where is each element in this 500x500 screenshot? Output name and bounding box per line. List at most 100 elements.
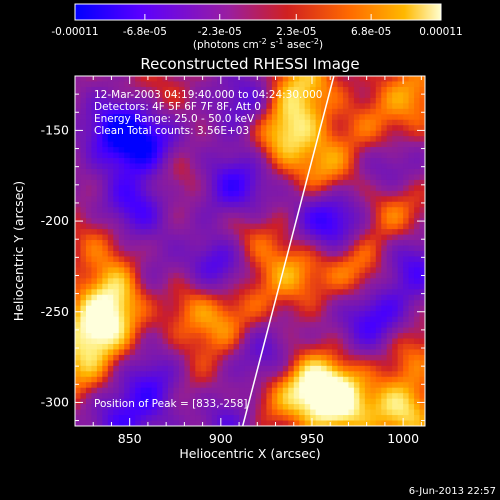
heatmap-cell bbox=[321, 333, 328, 340]
heatmap-cell bbox=[195, 114, 202, 121]
heatmap-cell bbox=[397, 163, 404, 170]
heatmap-cell bbox=[211, 360, 218, 367]
heatmap-cell bbox=[337, 251, 344, 258]
heatmap-cell bbox=[189, 223, 196, 230]
heatmap-cell bbox=[75, 240, 82, 247]
heatmap-cell bbox=[271, 283, 278, 290]
heatmap-cell bbox=[96, 365, 103, 372]
heatmap-cell bbox=[118, 343, 125, 351]
heatmap-cell bbox=[332, 382, 339, 389]
heatmap-cell bbox=[266, 415, 273, 422]
heatmap-cell bbox=[151, 108, 158, 115]
heatmap-cell bbox=[397, 234, 404, 241]
heatmap-cell bbox=[392, 147, 399, 154]
heatmap-cell bbox=[266, 141, 273, 148]
heatmap-cell bbox=[124, 119, 131, 126]
heatmap-cell bbox=[184, 245, 191, 252]
heatmap-cell bbox=[277, 201, 284, 208]
heatmap-cell bbox=[129, 272, 136, 279]
heatmap-cell bbox=[260, 152, 268, 159]
heatmap-cell bbox=[146, 311, 153, 318]
heatmap-cell bbox=[310, 76, 317, 83]
heatmap-cell bbox=[173, 283, 180, 290]
heatmap-cell bbox=[244, 130, 251, 137]
y-tick-label: -250 bbox=[41, 304, 69, 319]
heatmap-cell bbox=[397, 81, 404, 88]
heatmap-cell bbox=[157, 223, 164, 230]
heatmap-cell bbox=[173, 86, 180, 94]
heatmap-cell bbox=[91, 300, 98, 307]
heatmap-cell bbox=[310, 283, 317, 290]
heatmap-cell bbox=[337, 119, 344, 126]
heatmap-cell bbox=[178, 158, 185, 165]
heatmap-cell bbox=[293, 349, 300, 356]
heatmap-cell bbox=[310, 130, 317, 137]
heatmap-cell bbox=[288, 393, 295, 400]
heatmap-cell bbox=[178, 371, 185, 378]
heatmap-cell bbox=[113, 218, 120, 225]
heatmap-cell bbox=[348, 212, 355, 219]
heatmap-cell bbox=[206, 190, 213, 197]
heatmap-cell bbox=[375, 382, 382, 389]
heatmap-cell bbox=[277, 393, 284, 400]
heatmap-cell bbox=[321, 223, 328, 230]
heatmap-cell bbox=[140, 267, 147, 274]
heatmap-cell bbox=[244, 119, 251, 126]
heatmap-cell bbox=[200, 152, 207, 159]
heatmap-cell bbox=[392, 371, 399, 378]
heatmap-cell bbox=[85, 92, 93, 99]
heatmap-cell bbox=[326, 333, 333, 340]
heatmap-cell bbox=[75, 382, 82, 389]
heatmap-cell bbox=[288, 168, 295, 176]
heatmap-cell bbox=[326, 343, 333, 351]
heatmap-cell bbox=[342, 294, 350, 301]
heatmap-cell bbox=[195, 267, 202, 274]
heatmap-cell bbox=[370, 136, 377, 143]
heatmap-cell bbox=[146, 420, 153, 426]
heatmap-cell bbox=[173, 267, 180, 274]
heatmap-cell bbox=[233, 289, 240, 296]
heatmap-cell bbox=[102, 130, 109, 137]
heatmap-cell bbox=[381, 245, 388, 252]
heatmap-cell bbox=[403, 185, 410, 192]
heatmap-cell bbox=[75, 119, 82, 126]
heatmap-cell bbox=[419, 333, 425, 340]
heatmap-cell bbox=[359, 163, 366, 170]
heatmap-cell bbox=[299, 86, 306, 94]
heatmap-cell bbox=[206, 245, 213, 252]
heatmap-cell bbox=[353, 185, 360, 192]
heatmap-cell bbox=[370, 141, 377, 148]
heatmap-cell bbox=[364, 223, 371, 230]
heatmap-cell bbox=[135, 278, 142, 285]
heatmap-cell bbox=[342, 108, 350, 115]
heatmap-cell bbox=[310, 365, 317, 372]
heatmap-cell bbox=[375, 207, 382, 214]
heatmap-cell bbox=[118, 103, 125, 110]
heatmap-cell bbox=[135, 234, 142, 241]
heatmap-cell bbox=[80, 333, 87, 340]
heatmap-cell bbox=[403, 103, 410, 110]
heatmap-cell bbox=[321, 338, 328, 345]
heatmap-cell bbox=[217, 283, 224, 290]
heatmap-cell bbox=[85, 338, 93, 345]
heatmap-cell bbox=[386, 141, 393, 148]
heatmap-cell bbox=[370, 338, 377, 345]
heatmap-cell bbox=[178, 283, 185, 290]
heatmap-cell bbox=[124, 97, 131, 104]
heatmap-cell bbox=[271, 201, 278, 208]
heatmap-cell bbox=[332, 97, 339, 104]
heatmap-cell bbox=[250, 92, 257, 99]
heatmap-cell bbox=[140, 300, 147, 307]
heatmap-cell bbox=[91, 354, 98, 361]
heatmap-cell bbox=[200, 196, 207, 203]
heatmap-cell bbox=[375, 354, 382, 361]
heatmap-cell bbox=[157, 163, 164, 170]
heatmap-cell bbox=[85, 322, 93, 329]
heatmap-cell bbox=[386, 289, 393, 296]
heatmap-cell bbox=[239, 261, 246, 269]
heatmap-cell bbox=[359, 130, 366, 137]
heatmap-cell bbox=[304, 387, 311, 394]
heatmap-cell bbox=[184, 387, 191, 394]
heatmap-cell bbox=[337, 283, 344, 290]
heatmap-cell bbox=[178, 360, 185, 367]
